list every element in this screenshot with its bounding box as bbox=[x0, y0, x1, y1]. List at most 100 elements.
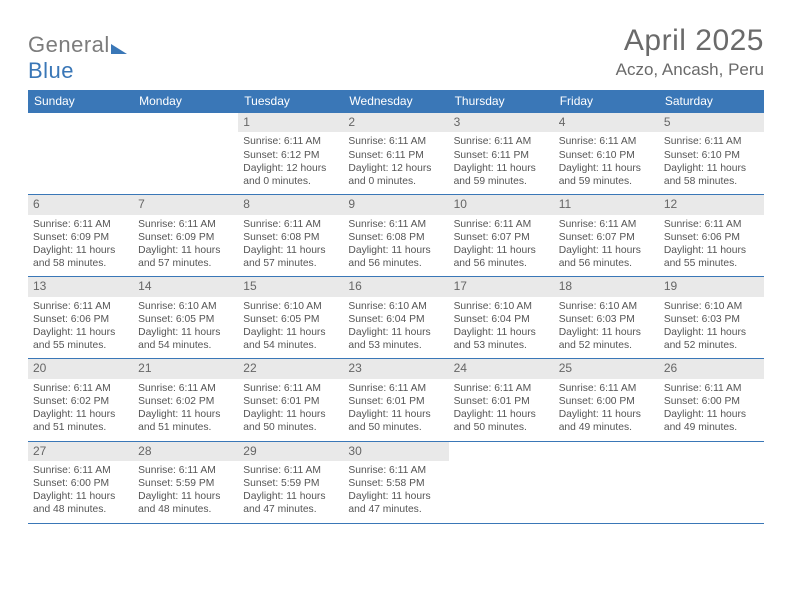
sunrise-text: Sunrise: 6:11 AM bbox=[348, 464, 443, 477]
week-row: 27Sunrise: 6:11 AMSunset: 6:00 PMDayligh… bbox=[28, 442, 764, 524]
sunset-text: Sunset: 6:03 PM bbox=[559, 313, 654, 326]
dow-wednesday: Wednesday bbox=[343, 90, 448, 113]
daylight-text: Daylight: 11 hours and 47 minutes. bbox=[243, 490, 338, 516]
dow-thursday: Thursday bbox=[449, 90, 554, 113]
day-number-bar: 9 bbox=[343, 195, 448, 214]
daylight-text: Daylight: 11 hours and 57 minutes. bbox=[138, 244, 233, 270]
brand-logo: GeneralBlue bbox=[28, 24, 127, 84]
sunset-text: Sunset: 6:10 PM bbox=[664, 149, 759, 162]
sunrise-text: Sunrise: 6:11 AM bbox=[348, 382, 443, 395]
daylight-text: Daylight: 11 hours and 58 minutes. bbox=[33, 244, 128, 270]
day-cell: 2Sunrise: 6:11 AMSunset: 6:11 PMDaylight… bbox=[343, 113, 448, 194]
sunrise-text: Sunrise: 6:11 AM bbox=[559, 218, 654, 231]
calendar-grid: SundayMondayTuesdayWednesdayThursdayFrid… bbox=[28, 90, 764, 524]
day-cell: 16Sunrise: 6:10 AMSunset: 6:04 PMDayligh… bbox=[343, 277, 448, 358]
daylight-text: Daylight: 11 hours and 56 minutes. bbox=[348, 244, 443, 270]
sunrise-text: Sunrise: 6:11 AM bbox=[454, 218, 549, 231]
day-number-bar: 20 bbox=[28, 359, 133, 378]
sunset-text: Sunset: 6:06 PM bbox=[33, 313, 128, 326]
day-number: 24 bbox=[454, 361, 467, 375]
day-number-bar: 2 bbox=[343, 113, 448, 132]
daylight-text: Daylight: 11 hours and 50 minutes. bbox=[243, 408, 338, 434]
sunrise-text: Sunrise: 6:10 AM bbox=[664, 300, 759, 313]
day-number-bar: 18 bbox=[554, 277, 659, 296]
month-title: April 2025 bbox=[616, 24, 764, 58]
day-cell: 14Sunrise: 6:10 AMSunset: 6:05 PMDayligh… bbox=[133, 277, 238, 358]
title-block: April 2025 Aczo, Ancash, Peru bbox=[616, 24, 764, 80]
day-number: 13 bbox=[33, 279, 46, 293]
day-number: 19 bbox=[664, 279, 677, 293]
sunset-text: Sunset: 6:05 PM bbox=[243, 313, 338, 326]
calendar-page: GeneralBlue April 2025 Aczo, Ancash, Per… bbox=[0, 0, 792, 544]
day-of-week-header: SundayMondayTuesdayWednesdayThursdayFrid… bbox=[28, 90, 764, 113]
day-number-bar: 27 bbox=[28, 442, 133, 461]
daylight-text: Daylight: 11 hours and 51 minutes. bbox=[138, 408, 233, 434]
sunrise-text: Sunrise: 6:11 AM bbox=[454, 135, 549, 148]
day-number: 1 bbox=[243, 115, 250, 129]
sunset-text: Sunset: 6:04 PM bbox=[454, 313, 549, 326]
day-cell: 25Sunrise: 6:11 AMSunset: 6:00 PMDayligh… bbox=[554, 359, 659, 440]
daylight-text: Daylight: 11 hours and 58 minutes. bbox=[664, 162, 759, 188]
brand-part2: Blue bbox=[28, 58, 74, 83]
day-cell: 17Sunrise: 6:10 AMSunset: 6:04 PMDayligh… bbox=[449, 277, 554, 358]
sunset-text: Sunset: 6:11 PM bbox=[348, 149, 443, 162]
day-cell: 19Sunrise: 6:10 AMSunset: 6:03 PMDayligh… bbox=[659, 277, 764, 358]
day-number: 23 bbox=[348, 361, 361, 375]
sunset-text: Sunset: 6:01 PM bbox=[348, 395, 443, 408]
sunrise-text: Sunrise: 6:10 AM bbox=[454, 300, 549, 313]
day-number-bar: 4 bbox=[554, 113, 659, 132]
day-number: 27 bbox=[33, 444, 46, 458]
day-cell: 7Sunrise: 6:11 AMSunset: 6:09 PMDaylight… bbox=[133, 195, 238, 276]
day-number: 14 bbox=[138, 279, 151, 293]
dow-saturday: Saturday bbox=[659, 90, 764, 113]
day-number: 10 bbox=[454, 197, 467, 211]
empty-cell bbox=[449, 442, 554, 523]
day-number: 29 bbox=[243, 444, 256, 458]
sunrise-text: Sunrise: 6:11 AM bbox=[664, 218, 759, 231]
day-cell: 23Sunrise: 6:11 AMSunset: 6:01 PMDayligh… bbox=[343, 359, 448, 440]
sunrise-text: Sunrise: 6:11 AM bbox=[33, 218, 128, 231]
day-number-bar: 29 bbox=[238, 442, 343, 461]
sunrise-text: Sunrise: 6:11 AM bbox=[138, 382, 233, 395]
day-number-bar: 21 bbox=[133, 359, 238, 378]
day-number: 11 bbox=[559, 197, 571, 211]
day-number-bar: 8 bbox=[238, 195, 343, 214]
daylight-text: Daylight: 11 hours and 54 minutes. bbox=[138, 326, 233, 352]
sunset-text: Sunset: 6:00 PM bbox=[33, 477, 128, 490]
sunset-text: Sunset: 6:07 PM bbox=[559, 231, 654, 244]
dow-monday: Monday bbox=[133, 90, 238, 113]
day-number-bar: 12 bbox=[659, 195, 764, 214]
sunset-text: Sunset: 6:00 PM bbox=[664, 395, 759, 408]
sunrise-text: Sunrise: 6:10 AM bbox=[559, 300, 654, 313]
sunset-text: Sunset: 6:02 PM bbox=[33, 395, 128, 408]
day-number-bar: 11 bbox=[554, 195, 659, 214]
daylight-text: Daylight: 11 hours and 52 minutes. bbox=[559, 326, 654, 352]
logo-triangle-icon bbox=[111, 40, 127, 54]
dow-tuesday: Tuesday bbox=[238, 90, 343, 113]
daylight-text: Daylight: 11 hours and 53 minutes. bbox=[348, 326, 443, 352]
week-row: 20 Sunrise: 6:11 AM Sunset: 6:02 PM Dayligh… bbox=[28, 359, 764, 441]
day-number-bar: 24 bbox=[449, 359, 554, 378]
day-number-bar: 15 bbox=[238, 277, 343, 296]
daylight-text: Daylight: 11 hours and 59 minutes. bbox=[559, 162, 654, 188]
week-row: 6Sunrise: 6:11 AMSunset: 6:09 PMDaylight… bbox=[28, 195, 764, 277]
brand-part1: General bbox=[28, 32, 110, 57]
day-cell: 15Sunrise: 6:10 AMSunset: 6:05 PMDayligh… bbox=[238, 277, 343, 358]
empty-cell bbox=[554, 442, 659, 523]
day-number-bar: 17 bbox=[449, 277, 554, 296]
daylight-text: Daylight: 11 hours and 56 minutes. bbox=[454, 244, 549, 270]
day-number-bar: 28 bbox=[133, 442, 238, 461]
day-number: 12 bbox=[664, 197, 677, 211]
day-number: 26 bbox=[664, 361, 677, 375]
day-cell: 1Sunrise: 6:11 AMSunset: 6:12 PMDaylight… bbox=[238, 113, 343, 194]
empty-cell bbox=[28, 113, 133, 194]
daylight-text: Daylight: 11 hours and 48 minutes. bbox=[33, 490, 128, 516]
day-cell: 3Sunrise: 6:11 AMSunset: 6:11 PMDaylight… bbox=[449, 113, 554, 194]
day-number-bar: 16 bbox=[343, 277, 448, 296]
sunset-text: Sunset: 6:00 PM bbox=[559, 395, 654, 408]
day-number-bar: 10 bbox=[449, 195, 554, 214]
sunset-text: Sunset: 6:09 PM bbox=[33, 231, 128, 244]
day-cell: 9Sunrise: 6:11 AMSunset: 6:08 PMDaylight… bbox=[343, 195, 448, 276]
day-cell: 5Sunrise: 6:11 AMSunset: 6:10 PMDaylight… bbox=[659, 113, 764, 194]
day-number-bar: 23 bbox=[343, 359, 448, 378]
